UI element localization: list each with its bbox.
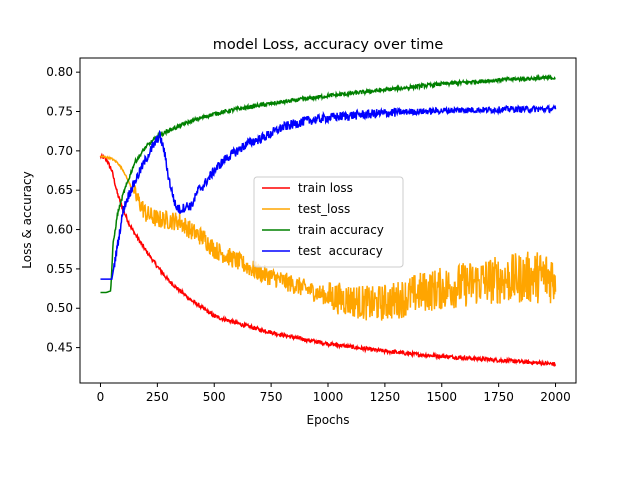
y-tick-label: 0.80 <box>46 65 73 79</box>
legend-box <box>253 176 404 268</box>
legend-label: test accuracy <box>298 244 383 258</box>
y-axis-ticks: 0.45 0.50 0.55 0.60 0.65 0.70 0.75 0.80 <box>46 65 80 355</box>
x-tick-label: 0 <box>97 390 105 404</box>
y-tick-label: 0.55 <box>46 262 73 276</box>
x-tick-label: 1500 <box>426 390 457 404</box>
y-tick-label: 0.60 <box>46 223 73 237</box>
x-axis-ticks: 0 250 500 750 1000 1250 1500 1750 2000 <box>97 383 571 404</box>
x-tick-label: 500 <box>203 390 226 404</box>
y-tick-label: 0.75 <box>46 105 73 119</box>
x-tick-label: 250 <box>146 390 169 404</box>
plot-area <box>99 73 557 367</box>
y-tick-label: 0.70 <box>46 144 73 158</box>
chart-title: model Loss, accuracy over time <box>213 37 444 53</box>
x-tick-label: 1000 <box>313 390 344 404</box>
x-tick-label: 1750 <box>483 390 514 404</box>
x-tick-label: 750 <box>260 390 283 404</box>
x-tick-label: 2000 <box>540 390 571 404</box>
series-line-2 <box>100 73 556 294</box>
y-tick-label: 0.45 <box>46 341 73 355</box>
y-tick-label: 0.50 <box>46 301 73 315</box>
y-tick-label: 0.65 <box>46 183 73 197</box>
legend-label: test_loss <box>298 202 350 216</box>
series-line-0 <box>99 152 557 367</box>
x-axis-label: Epochs <box>307 413 350 427</box>
legend-label: train accuracy <box>298 223 384 237</box>
y-axis-label: Loss & accuracy <box>20 171 34 268</box>
x-tick-label: 1250 <box>370 390 401 404</box>
legend-label: train loss <box>298 181 353 195</box>
series-line-3 <box>100 103 557 280</box>
series-line-1 <box>99 155 557 321</box>
